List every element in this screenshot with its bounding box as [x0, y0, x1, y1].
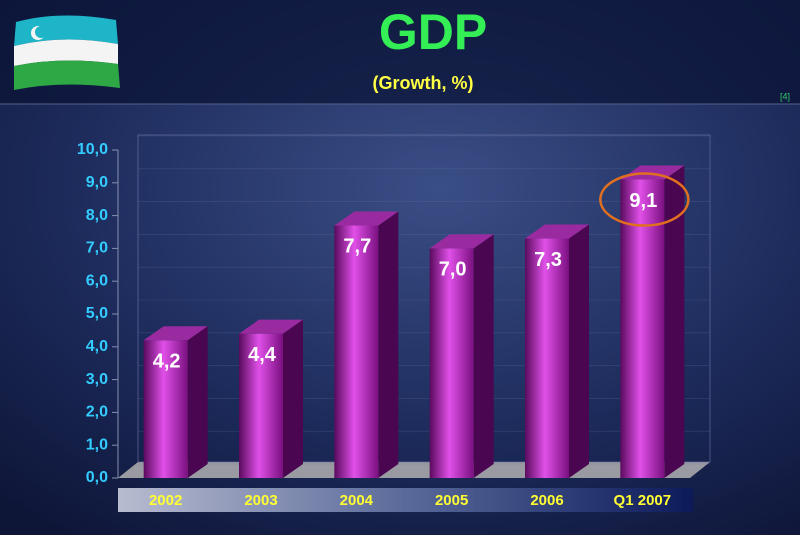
flag [14, 15, 120, 90]
chart-title: GDP [379, 4, 487, 60]
bar-top [334, 211, 399, 226]
bar-side [283, 319, 303, 478]
bar-top [525, 224, 589, 239]
y-tick-label: 7,0 [86, 240, 108, 257]
value-label: 7,7 [343, 236, 371, 258]
bar-side [473, 234, 494, 478]
bar [525, 238, 569, 478]
value-label: 4,2 [153, 351, 181, 373]
chart-subtitle: (Growth, %) [373, 73, 474, 93]
bar-top [239, 319, 303, 334]
y-tick-label: 0,0 [86, 469, 108, 486]
x-tick-label: 2004 [340, 492, 374, 509]
bar-top [620, 165, 685, 180]
bar [334, 225, 379, 478]
value-label: 9,1 [629, 190, 657, 212]
bar-top [429, 234, 494, 249]
y-tick-label: 2,0 [86, 404, 108, 421]
category-strip [118, 488, 693, 512]
bar [239, 333, 283, 478]
y-tick-label: 6,0 [86, 272, 108, 289]
annotation: [4] [780, 91, 790, 101]
y-tick-label: 10,0 [77, 141, 108, 158]
y-tick-label: 9,0 [86, 174, 108, 191]
bar-side [664, 165, 685, 478]
y-tick-label: 3,0 [86, 371, 108, 388]
x-tick-label: 2003 [244, 492, 277, 509]
bar [429, 248, 474, 478]
y-tick-label: 5,0 [86, 305, 108, 322]
header-band [0, 0, 800, 104]
x-tick-label: Q1 2007 [614, 492, 672, 509]
bar-top [143, 326, 208, 341]
bar-side [187, 326, 208, 478]
bar [143, 340, 188, 478]
x-tick-label: 2006 [530, 492, 563, 509]
bar-side [378, 211, 399, 478]
value-label: 7,0 [439, 259, 467, 281]
plot-frame [137, 134, 711, 463]
x-tick-label: 2005 [435, 492, 468, 509]
x-tick-label: 2002 [149, 492, 182, 509]
bar [620, 179, 665, 478]
value-label: 7,3 [534, 249, 562, 271]
y-tick-label: 1,0 [86, 436, 108, 453]
y-tick-label: 4,0 [86, 338, 108, 355]
bar-side [569, 224, 589, 478]
y-tick-label: 8,0 [86, 207, 108, 224]
value-label: 4,4 [248, 344, 277, 366]
highlight-circle [599, 172, 690, 227]
